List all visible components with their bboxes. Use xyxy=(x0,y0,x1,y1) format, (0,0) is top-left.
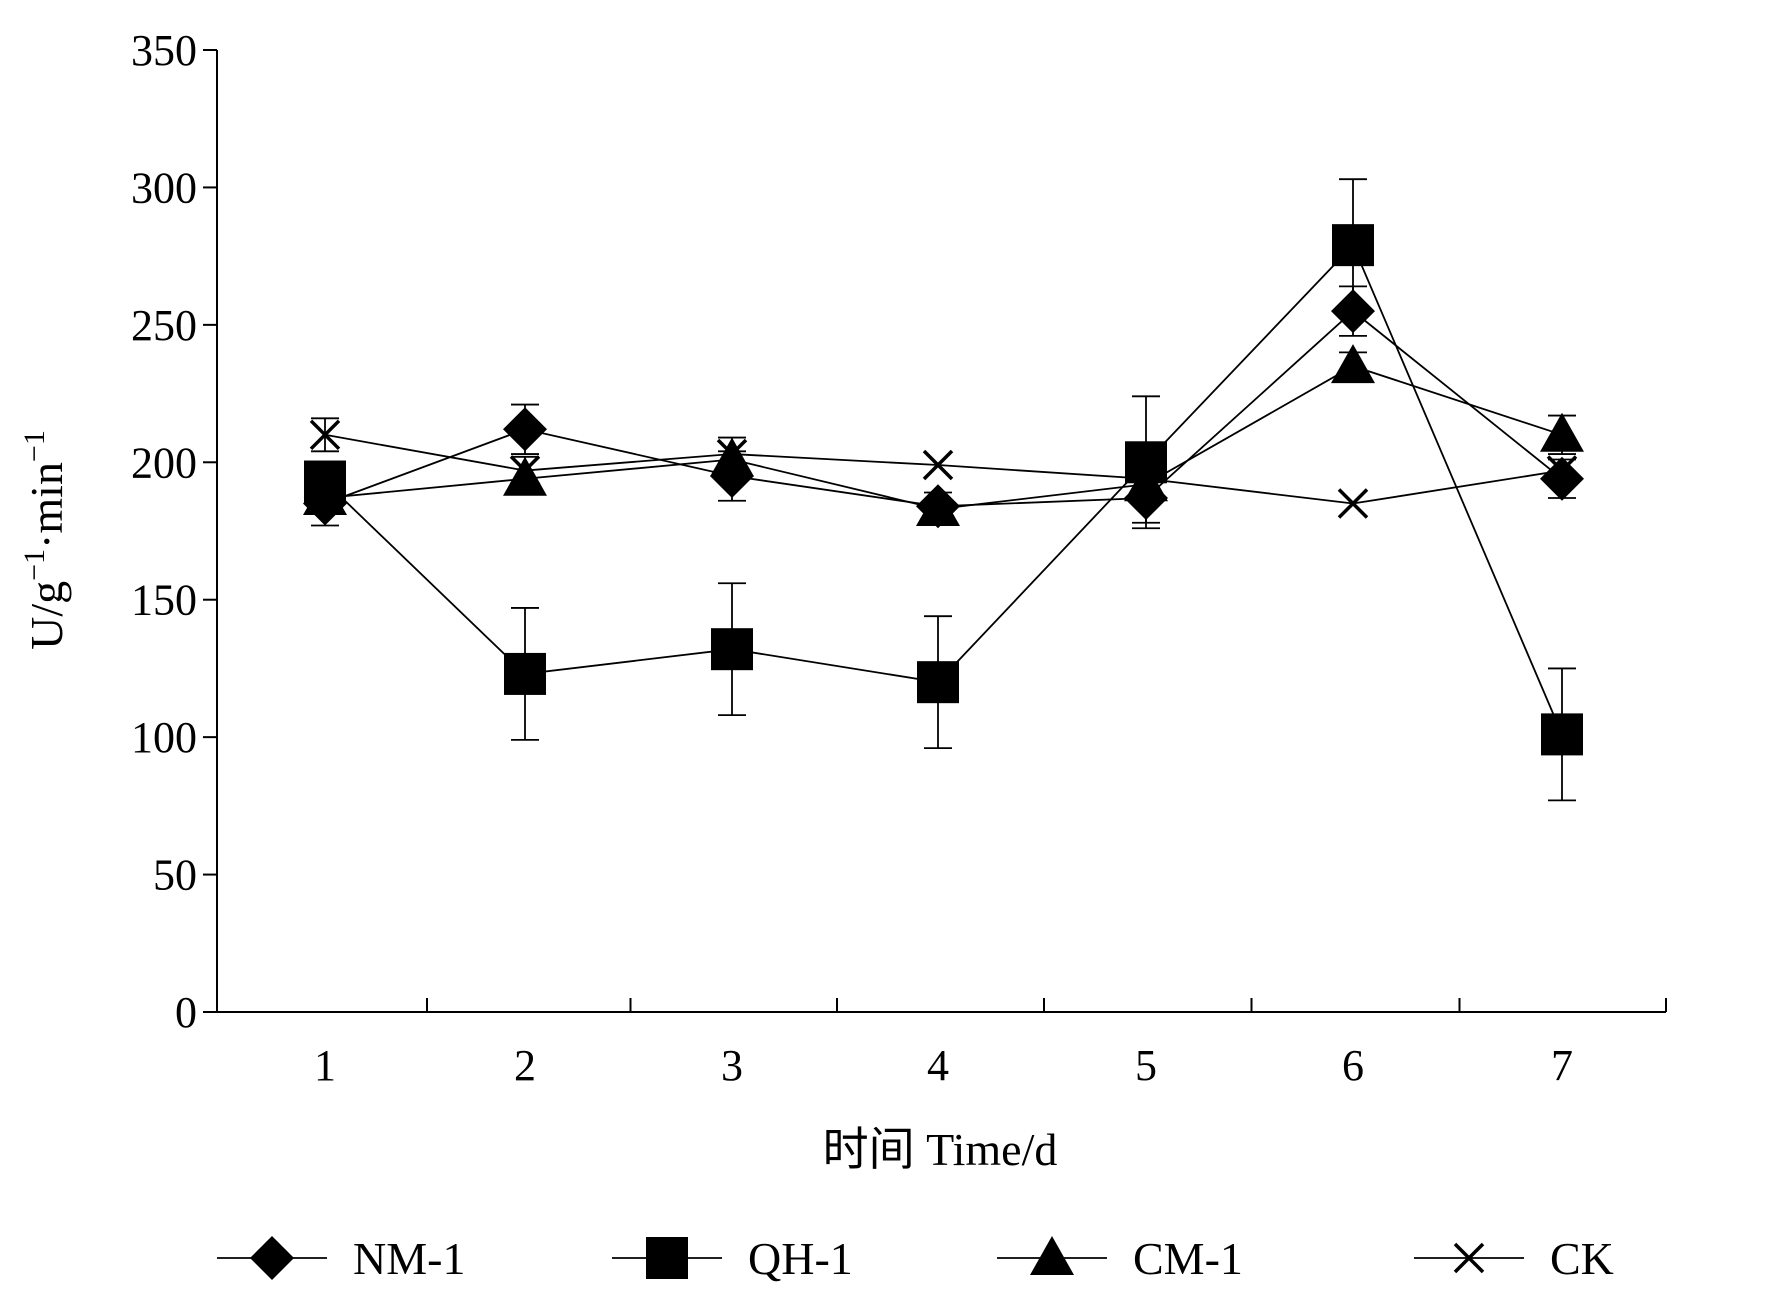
cross-stroke xyxy=(1130,463,1162,495)
cross-stroke xyxy=(1337,488,1369,519)
x-tick-label: 7 xyxy=(1551,1041,1573,1090)
cross-stroke xyxy=(309,419,341,451)
legend-marker-ck xyxy=(1453,1242,1485,1274)
y-tick-label: 100 xyxy=(131,713,197,762)
data-point-ck xyxy=(1546,455,1578,486)
series-line-nm-1 xyxy=(324,309,1563,508)
y-tick-label: 200 xyxy=(131,438,197,487)
x-tick-label: 5 xyxy=(1135,1041,1157,1090)
data-point-qh-1 xyxy=(917,661,959,704)
data-point-ck xyxy=(509,455,541,486)
series-layer xyxy=(303,178,1584,802)
data-point-qh-1 xyxy=(504,652,546,695)
y-tick-label: 300 xyxy=(131,163,197,212)
data-point-ck xyxy=(1337,488,1369,519)
x-tick-label: 6 xyxy=(1342,1041,1364,1090)
legend: NM-1 QH-1 CM-1 CK xyxy=(217,1233,1614,1284)
legend-item-ck: CK xyxy=(1414,1233,1614,1284)
legend-marker-qh-1 xyxy=(646,1237,688,1279)
legend-item-cm-1: CM-1 xyxy=(997,1233,1243,1284)
series-ck xyxy=(309,417,1578,519)
data-point-cm-1 xyxy=(1331,344,1375,384)
y-axis-title: U/g−1·min−1 xyxy=(18,430,72,650)
y-tick-label: 150 xyxy=(131,576,197,625)
y-tick-label: 0 xyxy=(175,988,197,1037)
legend-label: NM-1 xyxy=(353,1233,465,1284)
data-point-qh-1 xyxy=(1541,713,1583,756)
legend-marker-cm-1 xyxy=(1030,1236,1074,1275)
y-tick-label: 350 xyxy=(131,26,197,75)
legend-label: CK xyxy=(1550,1233,1614,1284)
legend-label: CM-1 xyxy=(1133,1233,1243,1284)
series-cm-1 xyxy=(303,344,1584,527)
x-axis-title: 时间 Time/d xyxy=(823,1124,1058,1175)
data-point-cm-1 xyxy=(303,476,347,516)
cross-stroke xyxy=(1546,455,1578,486)
data-point-nm-1 xyxy=(1540,456,1584,501)
data-point-ck xyxy=(309,419,341,451)
x-tick-label: 3 xyxy=(721,1041,743,1090)
x-tick-label: 1 xyxy=(314,1041,336,1090)
y-tick-label: 50 xyxy=(153,851,197,900)
axes: 0 50 100 150 200 250 300 350 1 2 3 4 5 6 7 xyxy=(131,26,1667,1090)
data-point-cm-1 xyxy=(916,487,960,527)
series-nm-1 xyxy=(303,285,1584,529)
cross-stroke xyxy=(509,455,541,486)
data-point-nm-1 xyxy=(503,407,547,452)
legend-label: QH-1 xyxy=(748,1233,853,1284)
series-qh-1 xyxy=(304,178,1583,802)
data-point-qh-1 xyxy=(711,628,753,671)
data-point-cm-1 xyxy=(1540,412,1584,452)
cross-stroke xyxy=(1453,1242,1485,1274)
x-tick-label: 2 xyxy=(514,1041,536,1090)
legend-item-nm-1: NM-1 xyxy=(217,1233,465,1284)
legend-marker-nm-1 xyxy=(250,1236,294,1280)
x-tick-label: 4 xyxy=(927,1041,949,1090)
legend-item-qh-1: QH-1 xyxy=(612,1233,853,1284)
data-point-ck xyxy=(922,449,954,481)
cross-stroke xyxy=(716,438,748,470)
cross-stroke xyxy=(922,449,954,481)
data-point-ck xyxy=(716,438,748,470)
data-point-ck xyxy=(1130,463,1162,495)
data-point-qh-1 xyxy=(1332,224,1374,267)
y-tick-label: 250 xyxy=(131,301,197,350)
